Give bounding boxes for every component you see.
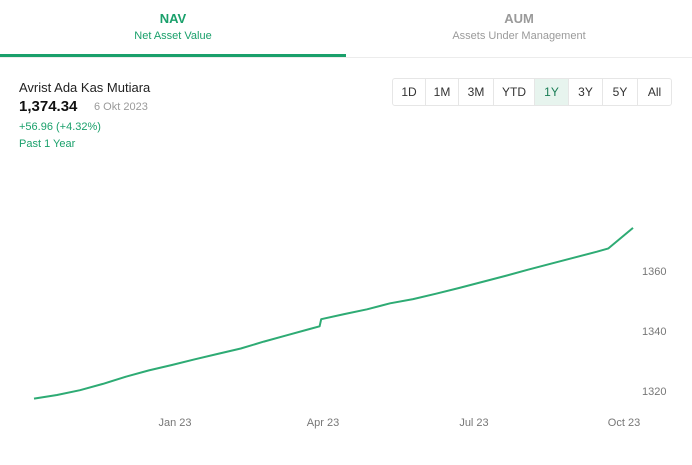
range-button-1d[interactable]: 1D: [393, 79, 426, 105]
range-button-1y[interactable]: 1Y: [535, 79, 569, 105]
tab-nav-subtitle: Net Asset Value: [134, 30, 212, 42]
range-button-5y[interactable]: 5Y: [603, 79, 638, 105]
range-button-ytd[interactable]: YTD: [494, 79, 535, 105]
fund-name: Avrist Ada Kas Mutiara: [19, 80, 151, 95]
tab-aum[interactable]: AUM Assets Under Management: [346, 0, 692, 57]
tab-aum-subtitle: Assets Under Management: [452, 30, 586, 42]
nav-price: 1,374.34: [19, 98, 78, 115]
metric-tabs: NAV Net Asset Value AUM Assets Under Man…: [0, 0, 692, 58]
nav-line-chart: 1320 1340 1360 Jan 23 Apr 23 Jul 23 Oct 23: [33, 227, 666, 429]
active-tab-indicator: [0, 54, 346, 57]
range-selector: 1D 1M 3M YTD 1Y 3Y 5Y All: [392, 78, 672, 106]
nav-series-line: [33, 227, 634, 400]
nav-change: +56.96 (+4.32%): [19, 121, 101, 133]
x-tick-label: Jul 23: [459, 417, 488, 429]
x-tick-label: Apr 23: [307, 417, 339, 429]
x-tick-label: Oct 23: [608, 417, 640, 429]
x-tick-label: Jan 23: [158, 417, 191, 429]
tab-nav-title: NAV: [159, 11, 187, 26]
range-button-all[interactable]: All: [647, 85, 662, 99]
nav-date: 6 Okt 2023: [94, 101, 148, 113]
range-button-3y[interactable]: 3Y: [569, 79, 603, 105]
change-period: Past 1 Year: [19, 138, 76, 150]
range-button-3m[interactable]: 3M: [459, 79, 494, 105]
tab-nav[interactable]: NAV Net Asset Value: [0, 0, 346, 57]
y-tick-label: 1360: [642, 266, 666, 278]
y-tick-label: 1340: [642, 326, 666, 338]
range-button-1m[interactable]: 1M: [426, 79, 459, 105]
y-tick-label: 1320: [642, 386, 666, 398]
tab-aum-title: AUM: [504, 11, 534, 26]
